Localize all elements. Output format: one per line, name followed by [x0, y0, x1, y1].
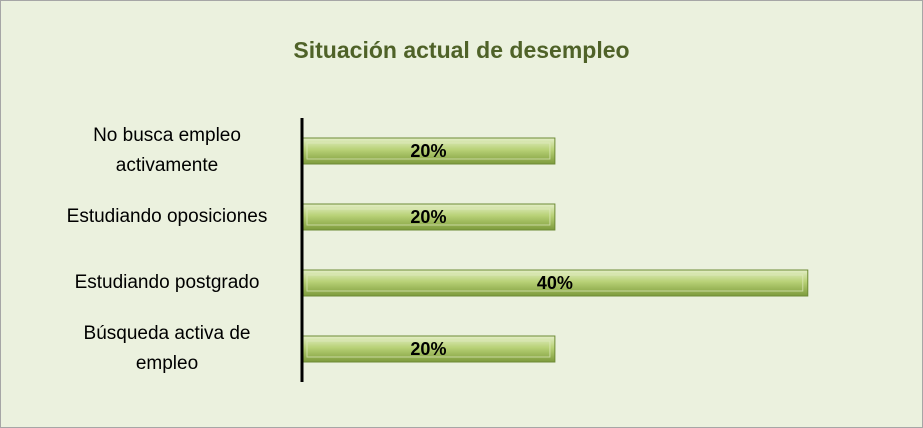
bar-bevel [306, 142, 551, 160]
category-label: Estudiando postgrado [74, 272, 260, 293]
bar [301, 269, 809, 297]
bar-bevel [306, 274, 804, 292]
bar [301, 137, 556, 165]
category-label: No busca empleo activamente [93, 125, 241, 176]
category-label: Búsqueda activa de empleo [83, 323, 251, 374]
data-label: 20% [410, 141, 446, 161]
bar [301, 335, 556, 363]
chart-title: Situación actual de desempleo [293, 37, 630, 63]
data-label: 20% [410, 339, 446, 359]
bar-bevel [306, 340, 551, 358]
category-label: Estudiando oposiciones [66, 206, 268, 227]
bar-bevel [306, 208, 551, 226]
data-label: 20% [410, 207, 446, 227]
data-label: 40% [537, 273, 573, 293]
